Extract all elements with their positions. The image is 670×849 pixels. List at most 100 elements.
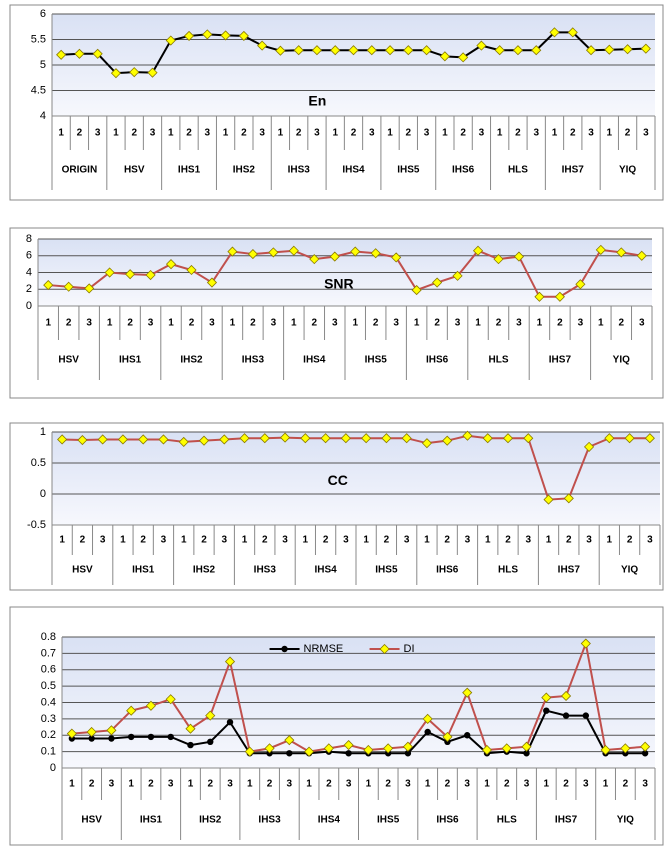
data-point xyxy=(329,251,340,262)
data-point xyxy=(636,250,647,261)
y-tick-label: 1 xyxy=(40,426,46,438)
x-tick-label: 2 xyxy=(563,779,569,790)
x-tick-label: 2 xyxy=(148,779,154,790)
data-point xyxy=(185,723,196,734)
x-tick-label: 2 xyxy=(77,128,83,139)
data-point xyxy=(106,725,117,736)
data-point xyxy=(288,245,299,256)
data-point xyxy=(343,740,354,751)
x-tick-label: 3 xyxy=(346,779,352,790)
group-label: HSV xyxy=(81,815,102,826)
data-point xyxy=(567,27,578,38)
data-point xyxy=(512,45,524,56)
group-label: IHS5 xyxy=(377,815,400,826)
x-tick-label: 2 xyxy=(201,535,207,546)
x-tick-label: 3 xyxy=(424,128,430,139)
x-tick-label: 2 xyxy=(373,318,379,329)
group-label: HLS xyxy=(497,815,517,826)
x-tick-label: 2 xyxy=(262,535,268,546)
data-point xyxy=(604,433,615,444)
data-point xyxy=(641,750,649,757)
x-tick-label: 2 xyxy=(326,779,332,790)
x-tick-label: 1 xyxy=(414,318,420,329)
plot-area xyxy=(52,432,660,525)
y-tick-label: 0.3 xyxy=(41,713,56,725)
data-point xyxy=(259,433,270,444)
y-tick-label: 0.6 xyxy=(41,664,56,676)
x-tick-label: 3 xyxy=(221,535,227,546)
data-point xyxy=(239,433,250,444)
x-tick-label: 2 xyxy=(445,779,451,790)
x-tick-label: 3 xyxy=(95,128,101,139)
x-tick-label: 1 xyxy=(485,535,491,546)
x-tick-label: 1 xyxy=(242,535,248,546)
data-point xyxy=(207,738,214,745)
legend-label: NRMSE xyxy=(304,643,344,655)
x-tick-label: 3 xyxy=(643,128,649,139)
x-tick-label: 2 xyxy=(406,128,412,139)
x-tick-label: 3 xyxy=(586,535,592,546)
group-label: IHS1 xyxy=(132,565,155,576)
group-label: IHS5 xyxy=(365,355,388,366)
x-tick-label: 1 xyxy=(230,318,236,329)
data-point xyxy=(108,735,115,742)
x-tick-label: 3 xyxy=(464,779,470,790)
x-tick-label: 3 xyxy=(148,318,154,329)
y-tick-label: 4.5 xyxy=(31,84,46,96)
data-point xyxy=(86,726,97,738)
x-tick-label: 3 xyxy=(465,535,471,546)
chart-label: En xyxy=(308,92,326,108)
y-tick-label: 6 xyxy=(26,250,32,262)
data-point xyxy=(63,281,74,292)
data-point xyxy=(84,283,95,294)
data-point xyxy=(311,45,323,56)
x-tick-label: 1 xyxy=(552,128,558,139)
y-tick-label: 0.4 xyxy=(41,696,56,708)
data-point xyxy=(340,433,351,444)
data-point xyxy=(56,49,67,60)
data-point xyxy=(43,279,54,291)
data-point xyxy=(147,733,155,741)
data-point xyxy=(391,252,402,263)
x-tick-label: 1 xyxy=(537,318,543,329)
data-point xyxy=(284,735,295,746)
x-tick-label: 3 xyxy=(109,779,115,790)
group-label: IHS5 xyxy=(375,565,398,576)
data-point xyxy=(432,277,443,288)
data-point xyxy=(421,438,432,449)
x-tick-label: 2 xyxy=(384,535,390,546)
y-tick-label: 0.5 xyxy=(31,457,46,469)
x-tick-label: 1 xyxy=(332,128,338,139)
x-tick-label: 3 xyxy=(588,128,594,139)
x-tick-label: 1 xyxy=(352,318,358,329)
x-tick-label: 1 xyxy=(58,128,64,139)
data-point xyxy=(219,434,230,445)
x-tick-label: 1 xyxy=(598,318,604,329)
x-tick-label: 3 xyxy=(405,779,411,790)
x-tick-label: 3 xyxy=(393,318,399,329)
x-tick-label: 1 xyxy=(544,779,550,790)
group-label: IHS2 xyxy=(193,565,216,576)
data-point xyxy=(381,433,392,444)
group-label: IHS2 xyxy=(180,355,203,366)
x-tick-label: 3 xyxy=(271,318,277,329)
data-point xyxy=(422,713,433,724)
data-point xyxy=(304,746,315,757)
data-point xyxy=(293,45,304,56)
data-point xyxy=(145,700,157,711)
x-tick-label: 3 xyxy=(168,779,174,790)
data-point xyxy=(622,44,633,55)
legend-label: DI xyxy=(404,643,415,655)
x-tick-label: 3 xyxy=(578,318,584,329)
group-label: YIQ xyxy=(619,165,636,176)
data-point xyxy=(563,493,574,504)
x-tick-label: 3 xyxy=(642,779,648,790)
data-point xyxy=(117,434,128,445)
data-point xyxy=(595,244,606,255)
x-tick-label: 2 xyxy=(89,779,95,790)
chart-label: SNR xyxy=(324,275,354,291)
group-label: IHS6 xyxy=(452,165,475,176)
x-tick-label: 3 xyxy=(282,535,288,546)
x-tick-label: 3 xyxy=(516,318,522,329)
data-point xyxy=(363,744,374,756)
